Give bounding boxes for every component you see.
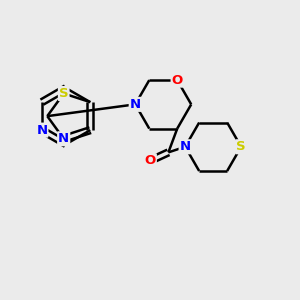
Text: N: N	[130, 98, 141, 111]
Text: N: N	[58, 132, 69, 145]
Text: O: O	[145, 154, 156, 167]
Text: N: N	[36, 124, 47, 136]
Text: S: S	[236, 140, 246, 153]
Text: S: S	[59, 87, 68, 100]
Text: O: O	[172, 74, 183, 87]
Text: N: N	[180, 140, 191, 153]
